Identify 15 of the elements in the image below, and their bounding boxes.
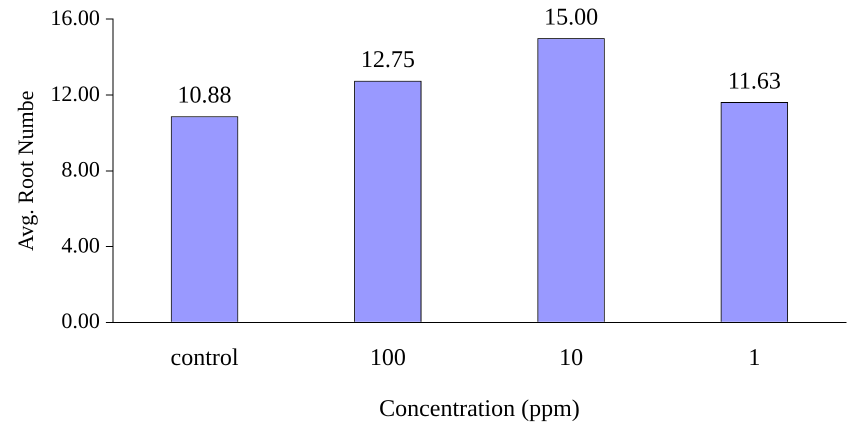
data-label: 11.63: [728, 68, 781, 94]
x-axis-title: Concentration (ppm): [379, 396, 580, 422]
y-tick-label: 16.00: [50, 4, 100, 30]
y-tick-label: 0.00: [61, 308, 100, 334]
x-tick-label: 1: [748, 345, 760, 372]
y-tick-label: 8.00: [61, 156, 100, 182]
x-tick-label: 100: [370, 345, 406, 372]
x-tick-label: 10: [559, 345, 584, 372]
x-tick-label: control: [170, 345, 239, 372]
y-tick-label: 4.00: [61, 232, 100, 258]
y-axis-title: Avg. Root Numbe: [12, 90, 38, 251]
data-label: 10.88: [178, 82, 232, 109]
y-tick-label: 12.00: [50, 80, 100, 106]
data-label: 15.00: [544, 4, 598, 30]
data-label: 12.75: [360, 47, 415, 74]
